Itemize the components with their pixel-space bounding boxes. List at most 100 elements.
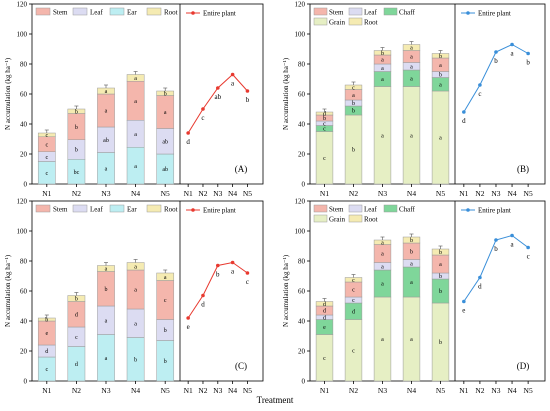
bar-letter: a [410, 76, 413, 82]
bar-letter: a [410, 337, 413, 343]
bar-letter: a [381, 337, 384, 343]
legend-label-leaf: Leaf [364, 206, 377, 214]
bar-letter: b [439, 274, 442, 280]
line-letter: ab [214, 93, 221, 101]
legend-swatch-ear [109, 7, 125, 16]
entire-plant-point [462, 299, 466, 304]
bar-letter: a [134, 264, 137, 270]
y-tick-label: 100 [17, 228, 28, 236]
y-tick-label: 0 [302, 378, 306, 386]
panel-label: (A) [235, 164, 248, 174]
bar-legend: Stem Leaf Ear Root [35, 204, 178, 214]
bar-letter: a [134, 321, 137, 327]
entire-plant-point [478, 275, 482, 280]
legend-label-ear: Ear [127, 9, 137, 17]
bar-letter: b [439, 73, 442, 79]
bar-letter: a [410, 55, 413, 61]
entire-plant-point [186, 131, 190, 135]
bar-letter: a [381, 240, 384, 246]
bar-letter: bc [74, 170, 80, 176]
bar-letter: a [164, 275, 167, 281]
bar-letter: c [323, 127, 326, 133]
line-letter: a [510, 241, 514, 249]
bar-letter: a [134, 164, 137, 170]
y-tick-label: 0 [24, 181, 28, 189]
entire-plant-point [478, 83, 482, 87]
bar-letter: a [439, 63, 442, 69]
legend-swatch-root [348, 17, 363, 26]
bar-letter: d [323, 309, 326, 315]
panel-c: 0 20 40 60 80 100 120 N accumulation (kg ha⁻¹) c… [4, 198, 264, 395]
line-legend: Entire plant [461, 10, 511, 18]
panel-label: (B) [517, 164, 529, 174]
bar-letter: c [45, 142, 48, 148]
bar-letter: c [164, 298, 167, 304]
legend-swatch-root [146, 7, 162, 16]
y-tick-label: 100 [17, 31, 28, 39]
legend-label-entire-plant: Entire plant [478, 207, 511, 215]
legend-swatch-grain [313, 214, 328, 223]
entire-plant-point [201, 107, 205, 111]
y-tick-label: 60 [298, 288, 306, 296]
entire-plant-point [526, 51, 530, 56]
bar-letter: b [439, 340, 442, 346]
legend-label-stem: Stem [329, 206, 344, 214]
x-tick-label: N3 [101, 189, 110, 198]
y-tick-label: 80 [20, 258, 28, 266]
legend-label-stem: Stem [53, 9, 68, 17]
bar-letter: c [45, 133, 48, 139]
y-tick-label: 0 [302, 181, 306, 189]
bar-letter: b [352, 101, 355, 107]
legend-label-root: Root [164, 206, 178, 214]
bar-letter: a [105, 318, 108, 324]
line-letter: b [526, 59, 530, 67]
legend-marker-entire-plant [466, 11, 470, 15]
bar-letter: b [439, 250, 442, 256]
bar-letter: a [164, 110, 167, 116]
x-tick-label: N4 [228, 386, 237, 395]
y-tick-label: 80 [20, 61, 28, 69]
legend-swatch-leaf [348, 7, 363, 16]
bar-letter: ab [103, 138, 109, 144]
bar-letter: b [410, 249, 413, 255]
y-tick-label: 20 [20, 151, 28, 159]
y-tick-label: 60 [20, 91, 28, 99]
legend-label-leaf: Leaf [90, 206, 103, 214]
line-legend: Entire plant [461, 207, 511, 215]
line-letter: d [478, 283, 482, 291]
legend-swatch-chaff [383, 7, 398, 16]
bar-letter: a [410, 64, 413, 70]
bar-legend: Stem Leaf Chaff Grain Root [313, 7, 415, 27]
x-tick-label: N1 [42, 189, 51, 198]
legend-swatch-root [146, 204, 162, 213]
x-tick-label: N4 [228, 189, 237, 198]
bar-letter: b [134, 357, 137, 363]
bar-letter: a [134, 76, 137, 82]
bar-letter: c [352, 288, 355, 294]
line-letter: b [494, 245, 498, 253]
x-tick-label: N3 [378, 386, 387, 395]
bar-letter: a [352, 93, 355, 99]
x-tick-label: N5 [524, 189, 533, 198]
line-letter: c [478, 90, 481, 98]
y-tick-label: 100 [295, 228, 306, 236]
entire-plant-point [230, 260, 235, 265]
bar-letter: a [381, 77, 384, 83]
entire-plant-point [510, 233, 514, 238]
entire-plant-point [186, 316, 190, 320]
bar-letter: b [164, 328, 167, 334]
line-letter: b [216, 271, 220, 279]
x-tick-label: N2 [198, 189, 207, 198]
bar-letter: b [381, 51, 384, 57]
line-letter: c [246, 278, 249, 286]
legend-label-leaf: Leaf [364, 9, 377, 17]
x-tick-label: N3 [101, 386, 110, 395]
entire-plant-point [526, 245, 530, 250]
bar-letter: b [352, 109, 355, 115]
y-tick-label: 20 [20, 348, 28, 356]
line-letter: d [201, 301, 205, 309]
legend-swatch-grain [313, 17, 328, 26]
y-tick-label: 100 [295, 31, 306, 39]
bar-letter: d [75, 312, 78, 318]
x-tick-label: N3 [213, 189, 222, 198]
